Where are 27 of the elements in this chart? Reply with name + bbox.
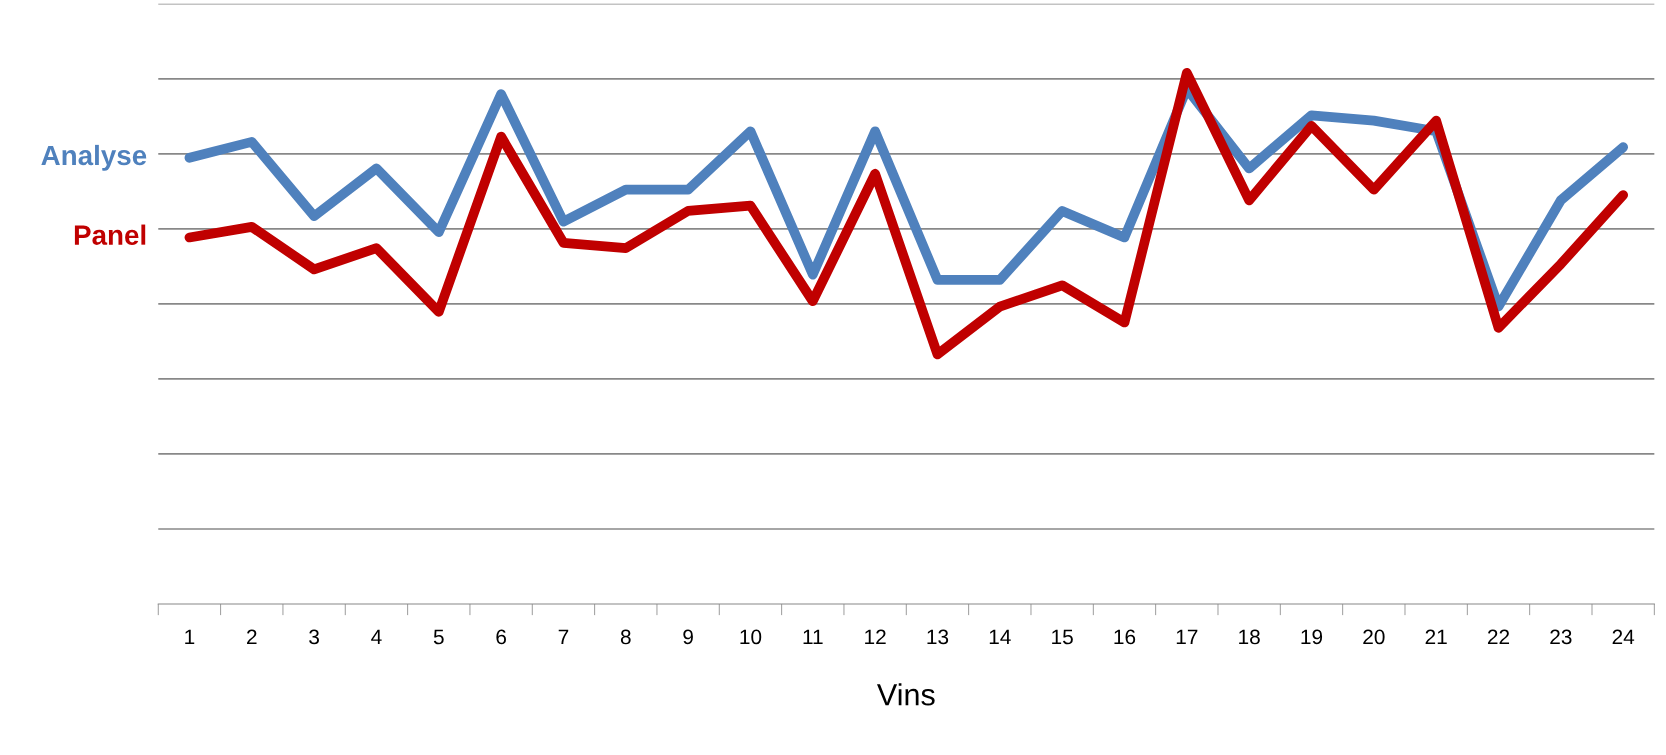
x-tick-label: 19: [1301, 629, 1323, 645]
x-tick-label: 4: [371, 629, 382, 645]
series-label: Panel: [74, 224, 146, 245]
x-tick-label: 11: [803, 629, 823, 645]
x-axis-title: Vins: [876, 683, 935, 706]
x-tick-label: 15: [1052, 629, 1073, 645]
x-tick-label: 22: [1487, 629, 1510, 645]
x-tick-label: 13: [927, 629, 949, 645]
x-tick-label: 12: [865, 629, 886, 645]
x-tick-label: 23: [1550, 629, 1572, 645]
x-tick-label: 7: [558, 629, 569, 645]
x-tick-label: 16: [1114, 629, 1136, 645]
x-tick-label: 3: [309, 629, 319, 645]
x-tick-label: 20: [1363, 629, 1385, 645]
x-tick-label: 5: [433, 629, 444, 645]
x-tick-label: 6: [496, 629, 506, 645]
x-tick-label: 18: [1239, 629, 1260, 645]
x-tick-label: 21: [1425, 629, 1447, 645]
x-tick-label: 2: [247, 629, 257, 645]
x-tick-label: 14: [989, 629, 1011, 645]
x-tick-label: 8: [620, 629, 631, 645]
x-tick-label: 17: [1176, 629, 1198, 645]
x-tick-label: 9: [683, 629, 693, 645]
x-tick-label: 10: [740, 629, 762, 645]
x-tick-label: 24: [1612, 629, 1635, 645]
series-label: Analyse: [41, 144, 147, 171]
x-tick-label: 1: [185, 629, 195, 645]
